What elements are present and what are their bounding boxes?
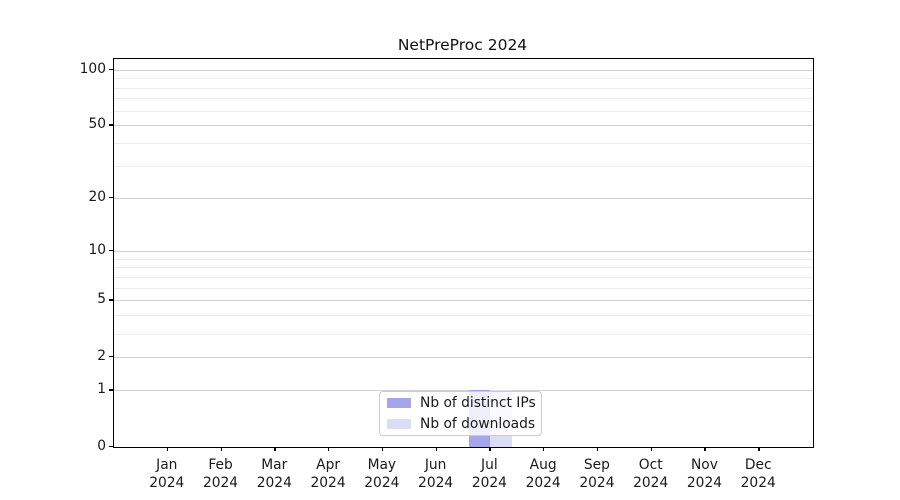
legend: Nb of distinct IPs Nb of downloads (379, 391, 542, 436)
major-gridline (114, 198, 813, 200)
minor-gridline (114, 110, 813, 112)
minor-gridline (114, 143, 813, 145)
x-tick-label: Nov 2024 (686, 457, 723, 491)
minor-gridline (114, 276, 813, 278)
x-tick-label: Jan 2024 (149, 457, 185, 491)
x-tick-label: Jul 2024 (471, 457, 507, 491)
minor-gridline (114, 78, 813, 80)
x-axis-tick (758, 447, 760, 452)
minor-gridline (114, 98, 813, 100)
x-axis-tick (543, 447, 545, 452)
minor-gridline (114, 315, 813, 317)
legend-entry-downloads: Nb of downloads (380, 416, 541, 432)
legend-entry-distinct-ips: Nb of distinct IPs (380, 395, 541, 411)
minor-gridline (114, 287, 813, 289)
x-tick-label: Mar 2024 (256, 457, 292, 491)
x-axis-tick (435, 447, 437, 452)
legend-label-distinct-ips: Nb of distinct IPs (420, 395, 536, 411)
x-tick-label: Oct 2024 (633, 457, 669, 491)
y-axis-tick (109, 68, 113, 70)
y-axis-tick (109, 389, 113, 391)
major-gridline (114, 250, 813, 252)
x-tick-label: Dec 2024 (740, 457, 776, 491)
x-tick-label: Sep 2024 (579, 457, 615, 491)
major-gridline (114, 69, 813, 71)
minor-gridline (114, 87, 813, 89)
y-tick-label: 20 (88, 189, 106, 206)
major-gridline (114, 357, 813, 359)
x-axis-tick (596, 447, 599, 452)
x-tick-label: Jun 2024 (418, 457, 454, 491)
y-tick-label: 50 (88, 116, 106, 133)
x-tick-label: May 2024 (364, 457, 400, 491)
chart-title: NetPreProc 2024 (397, 36, 528, 54)
y-tick-label: 1 (97, 381, 106, 398)
plot-area: Nb of distinct IPs Nb of downloads (113, 58, 814, 448)
x-axis-tick (381, 447, 384, 452)
legend-swatch-distinct-ips (387, 398, 411, 408)
y-axis-tick (109, 446, 113, 448)
x-tick-label: Feb 2024 (202, 457, 239, 491)
x-tick-label: Aug 2024 (525, 457, 561, 491)
major-gridline (114, 300, 813, 302)
minor-gridline (114, 333, 813, 335)
legend-swatch-downloads (387, 419, 411, 429)
y-axis-tick (109, 299, 113, 301)
minor-gridline (114, 166, 813, 168)
minor-gridline (114, 267, 813, 269)
x-axis-tick (489, 447, 491, 452)
y-tick-label: 5 (97, 291, 106, 308)
major-gridline (114, 125, 813, 127)
x-axis-tick (704, 447, 706, 452)
y-axis-tick (109, 249, 113, 252)
x-tick-label: Apr 2024 (310, 457, 346, 491)
y-axis-tick (109, 356, 113, 358)
x-axis-tick (274, 447, 276, 452)
y-axis-tick (109, 197, 113, 199)
minor-gridline (114, 258, 813, 260)
major-gridline (114, 390, 813, 392)
x-axis-tick (220, 447, 222, 452)
x-axis-tick (166, 447, 169, 452)
y-tick-label: 0 (97, 438, 106, 454)
y-tick-label: 100 (79, 60, 106, 77)
legend-label-downloads: Nb of downloads (420, 416, 536, 432)
y-axis-tick (109, 124, 113, 126)
x-axis-tick (328, 447, 330, 452)
y-tick-label: 2 (97, 348, 106, 365)
y-tick-label: 10 (88, 241, 106, 258)
x-axis-tick (650, 447, 652, 452)
